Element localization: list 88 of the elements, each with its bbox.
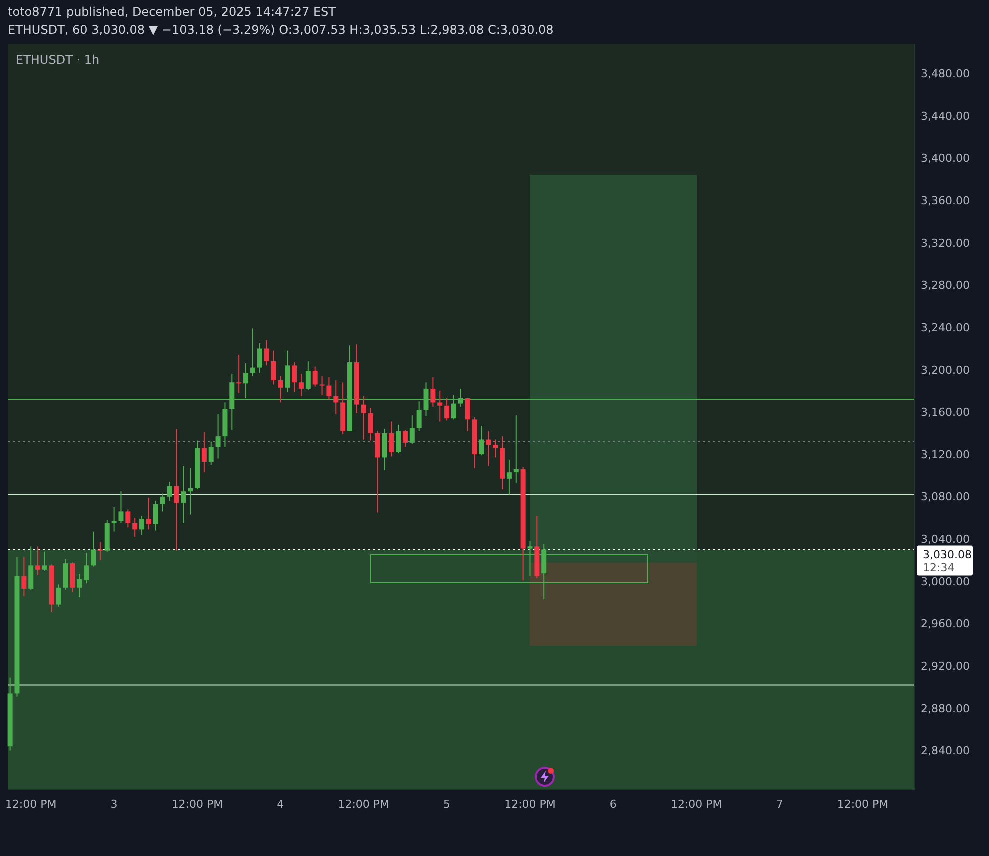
candlestick [479, 425, 484, 456]
candlestick [389, 421, 394, 458]
y-tick-label: 3,120.00 [921, 448, 970, 462]
x-tick-label: 12:00 PM [5, 798, 57, 811]
candlestick [438, 390, 443, 422]
candlestick [98, 542, 103, 561]
annotation: ETHUSDT · 1h [16, 53, 100, 67]
x-tick-label: 6 [610, 798, 617, 811]
y-tick-label: 3,480.00 [921, 67, 970, 80]
candlestick [285, 350, 290, 393]
candlestick [444, 398, 450, 422]
candlestick [465, 398, 470, 432]
chart-subtitle: ETHUSDT, 60 3,030.08 ▼ −103.18 (−3.29%) O:3,007.53 H:3,035.53 L:2,983.08 C:3,030.08 [8, 23, 554, 37]
x-tick-label: 12:00 PM [172, 798, 224, 811]
y-tick-label: 3,440.00 [921, 110, 970, 123]
y-tick-label: 3,040.00 [921, 533, 970, 546]
candlestick [402, 430, 408, 448]
candlestick [514, 414, 519, 484]
x-tick-label: 4 [277, 798, 284, 811]
candlestick [486, 430, 492, 467]
candlestick [396, 424, 402, 454]
x-tick-label: 12:00 PM [670, 798, 722, 811]
x-tick-label: 12:00 PM [837, 798, 889, 811]
candlestick [278, 376, 284, 404]
candlestick [208, 441, 214, 466]
candlestick [410, 414, 415, 444]
y-tick-label: 3,200.00 [921, 364, 970, 377]
y-tick-label: 3,400.00 [921, 152, 970, 166]
x-tick-label: 12:00 PM [338, 798, 390, 811]
candlestick [264, 340, 270, 366]
candlestick [146, 497, 152, 530]
candlestick [188, 468, 194, 516]
y-tick-label: 3,080.00 [921, 490, 970, 504]
y-tick-label: 3,000.00 [921, 575, 970, 588]
candlestick [174, 428, 180, 552]
candlestick [312, 366, 318, 388]
candlestick [306, 360, 311, 391]
candlestick [368, 408, 374, 442]
candlestick [77, 574, 82, 598]
y-tick-label: 2,880.00 [921, 702, 970, 716]
candlestick [506, 459, 512, 496]
y-tick-label: 3,320.00 [921, 236, 970, 250]
candlestick [528, 540, 533, 577]
candlestick [320, 376, 325, 396]
candlestick [326, 376, 332, 400]
candlestick [216, 414, 221, 460]
ref-line-label: 3,030.08 [923, 548, 972, 562]
y-tick-label: 2,960.00 [921, 618, 970, 631]
candlestick [271, 350, 276, 386]
candlestick [292, 362, 298, 393]
candlestick [160, 493, 166, 512]
y-tick-label: 3,360.00 [921, 194, 970, 208]
candlestick [236, 354, 242, 394]
candlestick [140, 515, 145, 536]
candlestick [257, 342, 262, 374]
y-tick-label: 3,240.00 [921, 321, 970, 334]
y-tick-label: 3,160.00 [921, 406, 970, 420]
y-tick-label: 3,280.00 [921, 279, 970, 292]
candlestick [118, 491, 124, 524]
x-tick-label: 5 [444, 798, 451, 811]
candlestick [202, 432, 207, 474]
y-tick-label: 2,840.00 [921, 744, 970, 758]
candlestick [91, 531, 96, 568]
candlestick [126, 509, 131, 528]
candlestick [56, 584, 62, 608]
x-tick-label: 12:00 PM [504, 798, 556, 811]
x-tick-label: 7 [776, 798, 784, 811]
candlestick [361, 396, 366, 440]
candlestick [167, 482, 172, 502]
candlestick [153, 500, 158, 532]
candlestick [250, 328, 256, 377]
candlestick [22, 556, 27, 597]
candlestick [36, 546, 41, 576]
candlestick [542, 543, 547, 600]
text: 12:34 [923, 562, 955, 575]
candlestick [84, 552, 90, 584]
candlestick [430, 376, 436, 408]
candlestick [132, 518, 138, 538]
chart-title: toto8771 published, December 05, 2025 14:47:27 EST [8, 5, 337, 19]
x-tick-label: 3 [110, 798, 118, 811]
y-tick-label: 2,920.00 [921, 660, 970, 674]
candlestick [334, 380, 339, 415]
candlestick [28, 546, 34, 591]
candlestick [493, 439, 498, 458]
candlestick [181, 466, 186, 524]
candlestick [42, 551, 48, 572]
candlestick [298, 374, 304, 397]
candlestick [112, 506, 117, 532]
